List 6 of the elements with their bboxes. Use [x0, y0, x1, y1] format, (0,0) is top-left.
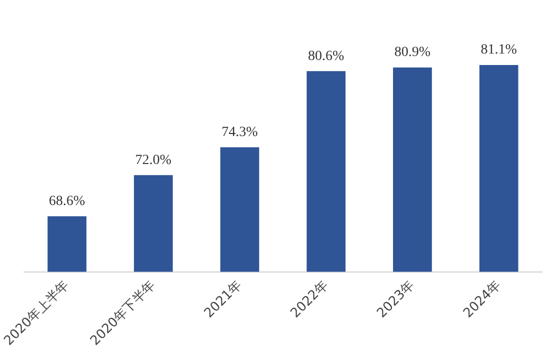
data-label: 80.9% — [394, 45, 431, 60]
data-label: 80.6% — [308, 48, 345, 64]
data-label: 81.1% — [480, 42, 518, 58]
data-label: 72.0% — [135, 152, 172, 168]
data-label: 68.6% — [48, 194, 86, 209]
data-label: 74.3% — [222, 124, 258, 140]
